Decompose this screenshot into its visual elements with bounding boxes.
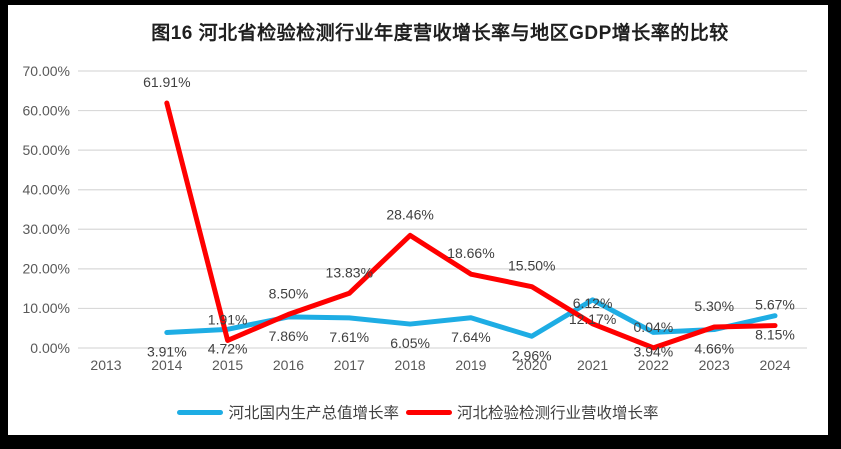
revenue-series-legend-label: 河北检验检测行业营收增长率: [457, 405, 659, 422]
data-label: 6.12%: [573, 295, 613, 311]
data-label: 7.86%: [269, 328, 309, 344]
data-label: 8.50%: [269, 285, 309, 301]
y-axis-tick-label: 60.00%: [23, 102, 70, 118]
x-axis-label: 2015: [212, 357, 243, 373]
y-axis-tick-label: 10.00%: [23, 300, 70, 316]
data-label: 0.04%: [634, 319, 674, 335]
data-label: 2.96%: [512, 347, 552, 363]
legend-item-gdp-growth: 河北国内生产总值增长率: [177, 401, 399, 423]
x-axis-label: 2022: [638, 357, 669, 373]
data-label: 3.91%: [147, 344, 187, 360]
x-axis-label: 2023: [699, 357, 730, 373]
series-line-revenue-growth: [164, 100, 778, 351]
chart-title: 图16 河北省检验检测行业年度营收增长率与地区GDP增长率的比较: [151, 23, 729, 44]
data-label: 7.61%: [329, 329, 369, 345]
x-axis-label: 2014: [151, 357, 182, 373]
x-axis-label: 2018: [395, 357, 426, 373]
y-axis-tick-label: 40.00%: [23, 182, 70, 198]
data-label: 4.72%: [208, 340, 248, 356]
data-label: 6.05%: [390, 335, 430, 351]
x-axis-label: 2019: [455, 357, 486, 373]
y-axis-tick-label: 20.00%: [23, 261, 70, 277]
y-axis-tick-label: 0.00%: [30, 340, 70, 356]
data-label: 1.91%: [208, 311, 248, 327]
y-axis-tick-label: 50.00%: [23, 142, 70, 158]
y-axis-tick-label: 70.00%: [23, 63, 70, 79]
chart-legend: 河北国内生产总值增长率 河北检验检测行业营收增长率: [8, 401, 828, 423]
data-label: 18.66%: [447, 245, 494, 261]
x-axis-label: 2021: [577, 357, 608, 373]
chart-canvas: 图16 河北省检验检测行业年度营收增长率与地区GDP增长率的比较 0.00% 10…: [8, 5, 828, 435]
data-label: 5.67%: [755, 297, 795, 313]
x-axis-label: 2017: [334, 357, 365, 373]
data-label: 12.17%: [569, 311, 616, 327]
data-label: 3.94%: [634, 343, 674, 359]
data-label: 15.50%: [508, 258, 555, 274]
chart-plot-area: 0.00% 10.00% 20.00% 30.00% 40.00% 50.00% 60.00…: [23, 63, 807, 373]
data-label: 7.64%: [451, 329, 491, 345]
data-label: 8.15%: [755, 327, 795, 343]
data-label: 5.30%: [694, 298, 734, 314]
data-label: 4.66%: [694, 341, 734, 357]
x-axis-label: 2016: [273, 357, 304, 373]
gdp-series-legend-swatch: [177, 409, 224, 415]
legend-item-revenue-growth: 河北检验检测行业营收增长率: [406, 401, 659, 423]
x-axis-label: 2020: [516, 357, 547, 373]
revenue-series-legend-swatch: [406, 409, 452, 415]
y-axis-tick-label: 30.00%: [23, 221, 70, 237]
gdp-series-legend-label: 河北国内生产总值增长率: [228, 405, 399, 422]
data-label: 28.46%: [386, 206, 433, 222]
data-label: 13.83%: [326, 264, 373, 280]
x-axis-label: 2024: [759, 357, 790, 373]
x-axis-label: 2013: [90, 357, 121, 373]
data-label: 61.91%: [143, 74, 190, 90]
